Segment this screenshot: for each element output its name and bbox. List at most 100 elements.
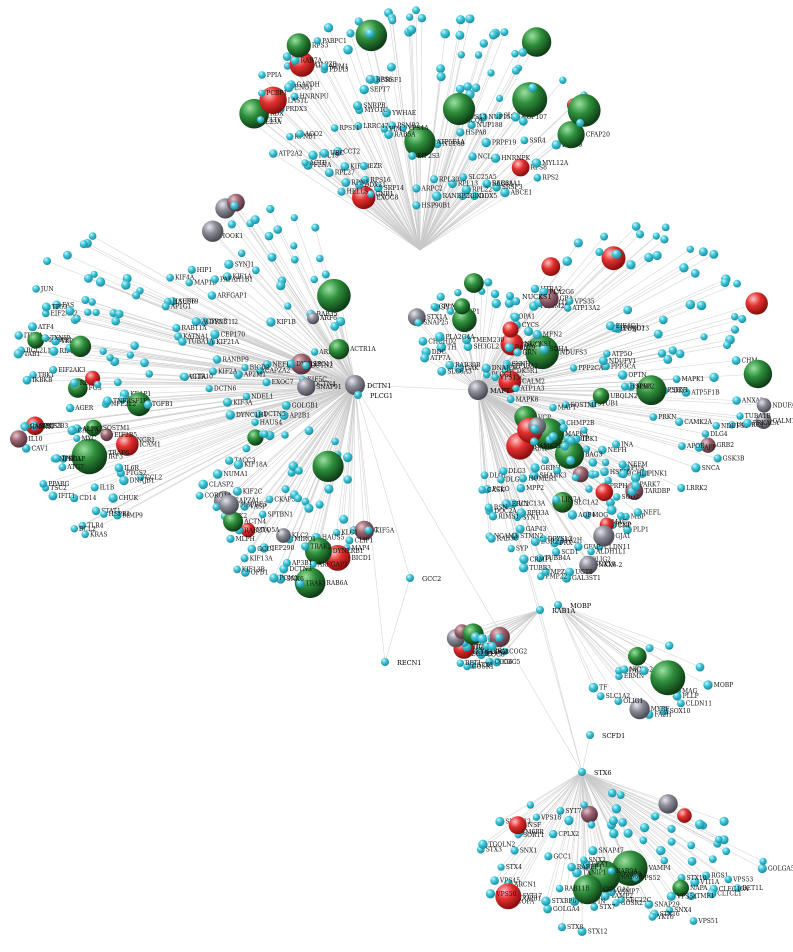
protein-node-default[interactable] <box>600 891 610 901</box>
protein-node-green[interactable] <box>592 387 610 405</box>
protein-node-default[interactable] <box>316 254 324 263</box>
protein-node-default[interactable] <box>559 76 567 84</box>
protein-node-default[interactable] <box>294 494 302 503</box>
protein-node-green[interactable] <box>650 660 686 696</box>
protein-node-default[interactable] <box>539 535 547 543</box>
protein-node-default[interactable] <box>564 304 572 312</box>
protein-node-default[interactable] <box>560 442 570 451</box>
protein-node-default[interactable] <box>608 816 618 826</box>
hub-node[interactable] <box>578 768 586 776</box>
protein-node-default[interactable] <box>301 497 310 506</box>
protein-node-green[interactable] <box>572 874 603 905</box>
protein-node-mauve[interactable] <box>290 353 312 375</box>
protein-node-default[interactable] <box>254 410 263 419</box>
protein-node-default[interactable] <box>608 788 617 798</box>
protein-node-default[interactable] <box>626 382 635 391</box>
protein-node-default[interactable] <box>708 855 717 863</box>
protein-node-red[interactable] <box>495 883 522 910</box>
protein-node-default[interactable] <box>713 454 722 463</box>
protein-node-default[interactable] <box>205 384 213 393</box>
protein-node-default[interactable] <box>387 62 396 72</box>
protein-node-default[interactable] <box>330 322 340 331</box>
protein-node-default[interactable] <box>696 300 707 311</box>
protein-node-default[interactable] <box>367 190 375 198</box>
protein-node-green[interactable] <box>557 121 585 149</box>
hub-node[interactable] <box>354 391 362 399</box>
protein-node-default[interactable] <box>479 39 488 48</box>
protein-node-default[interactable] <box>665 906 674 914</box>
protein-node-default[interactable] <box>321 270 330 279</box>
protein-node-grey[interactable] <box>756 398 772 413</box>
protein-node-default[interactable] <box>566 297 574 305</box>
protein-node-default[interactable] <box>738 314 747 324</box>
protein-node-default[interactable] <box>623 525 632 535</box>
protein-node-default[interactable] <box>354 122 363 130</box>
protein-node-default[interactable] <box>607 867 615 875</box>
protein-node-default[interactable] <box>494 633 504 642</box>
protein-node-default[interactable] <box>516 483 526 493</box>
protein-node-default[interactable] <box>700 333 708 341</box>
protein-node-default[interactable] <box>447 307 455 315</box>
protein-node-default[interactable] <box>656 845 666 856</box>
protein-node-default[interactable] <box>488 30 498 40</box>
protein-node-default[interactable] <box>487 69 495 77</box>
protein-node-green[interactable] <box>628 647 647 666</box>
protein-node-default[interactable] <box>436 64 445 73</box>
protein-node-default[interactable] <box>485 889 496 899</box>
protein-node-default[interactable] <box>290 56 300 65</box>
hub-node[interactable] <box>506 292 514 300</box>
protein-node-default[interactable] <box>630 473 641 483</box>
protein-node-default[interactable] <box>620 665 629 674</box>
protein-node-default[interactable] <box>264 231 274 241</box>
protein-node-default[interactable] <box>541 567 550 577</box>
protein-node-default[interactable] <box>620 382 629 391</box>
protein-node-green[interactable] <box>464 273 484 293</box>
protein-node-default[interactable] <box>730 325 740 334</box>
protein-node-default[interactable] <box>587 547 595 556</box>
protein-node-grey[interactable] <box>218 494 239 515</box>
protein-node-default[interactable] <box>284 302 292 310</box>
protein-node-default[interactable] <box>541 896 551 906</box>
protein-node-default[interactable] <box>465 14 475 24</box>
protein-node-default[interactable] <box>491 298 501 309</box>
protein-node-default[interactable] <box>600 467 609 477</box>
protein-node-default[interactable] <box>226 534 235 544</box>
protein-node-default[interactable] <box>508 499 518 509</box>
protein-node-default[interactable] <box>639 836 648 845</box>
protein-node-default[interactable] <box>290 92 299 101</box>
protein-node-default[interactable] <box>576 118 585 127</box>
protein-node-default[interactable] <box>549 403 557 412</box>
protein-node-default[interactable] <box>481 137 491 148</box>
protein-node-default[interactable] <box>448 179 457 189</box>
protein-node-default[interactable] <box>108 493 118 503</box>
protein-node-default[interactable] <box>518 474 528 483</box>
protein-node-default[interactable] <box>685 299 696 310</box>
protein-node-default[interactable] <box>81 296 90 304</box>
protein-node-default[interactable] <box>743 418 752 428</box>
protein-node-default[interactable] <box>21 444 31 453</box>
protein-node-default[interactable] <box>626 260 636 270</box>
protein-node-default[interactable] <box>88 232 97 240</box>
protein-node-default[interactable] <box>500 28 509 37</box>
protein-node-default[interactable] <box>690 877 700 887</box>
protein-node-default[interactable] <box>67 425 77 436</box>
protein-node-default[interactable] <box>90 483 99 492</box>
protein-node-default[interactable] <box>548 432 558 442</box>
protein-node-grey[interactable] <box>276 528 291 543</box>
protein-node-default[interactable] <box>265 495 274 504</box>
protein-node-default[interactable] <box>516 508 526 518</box>
protein-node-default[interactable] <box>106 354 114 362</box>
protein-node-default[interactable] <box>645 644 654 653</box>
protein-node-default[interactable] <box>20 423 29 431</box>
protein-node-default[interactable] <box>652 812 660 820</box>
protein-node-default[interactable] <box>526 801 535 809</box>
protein-node-default[interactable] <box>412 6 420 15</box>
protein-node-default[interactable] <box>414 318 423 327</box>
hub-node[interactable] <box>406 574 414 582</box>
protein-node-default[interactable] <box>530 537 540 547</box>
protein-node-default[interactable] <box>324 168 334 178</box>
protein-node-default[interactable] <box>623 305 633 315</box>
protein-node-default[interactable] <box>637 469 647 478</box>
protein-node-default[interactable] <box>113 378 122 387</box>
protein-node-default[interactable] <box>32 285 40 293</box>
